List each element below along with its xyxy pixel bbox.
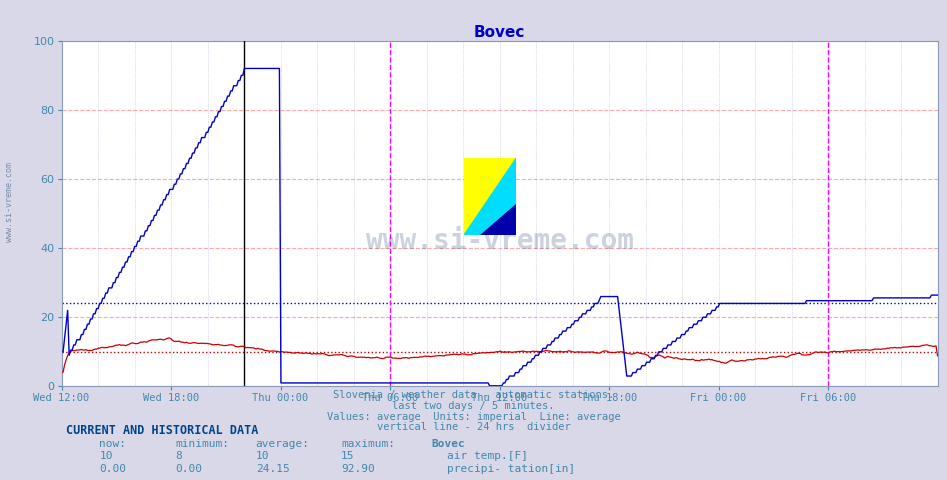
Text: minimum:: minimum: bbox=[175, 439, 229, 449]
Text: www.si-vreme.com: www.si-vreme.com bbox=[366, 227, 634, 255]
Text: vertical line - 24 hrs  divider: vertical line - 24 hrs divider bbox=[377, 422, 570, 432]
Text: air temp.[F]: air temp.[F] bbox=[447, 451, 528, 461]
Text: CURRENT AND HISTORICAL DATA: CURRENT AND HISTORICAL DATA bbox=[66, 424, 259, 437]
Text: Bovec: Bovec bbox=[431, 439, 465, 449]
Text: 10: 10 bbox=[99, 451, 113, 461]
Text: Values: average  Units: imperial  Line: average: Values: average Units: imperial Line: av… bbox=[327, 411, 620, 421]
Text: 24.15: 24.15 bbox=[256, 464, 290, 474]
Text: 15: 15 bbox=[341, 451, 354, 461]
Text: 10: 10 bbox=[256, 451, 269, 461]
Text: precipi- tation[in]: precipi- tation[in] bbox=[447, 464, 575, 474]
Text: average:: average: bbox=[256, 439, 310, 449]
Text: 8: 8 bbox=[175, 451, 182, 461]
Text: 0.00: 0.00 bbox=[175, 464, 203, 474]
Text: maximum:: maximum: bbox=[341, 439, 395, 449]
Text: 0.00: 0.00 bbox=[99, 464, 127, 474]
Text: last two days / 5 minutes.: last two days / 5 minutes. bbox=[392, 401, 555, 411]
Polygon shape bbox=[480, 204, 516, 235]
Polygon shape bbox=[464, 158, 516, 235]
Polygon shape bbox=[464, 158, 516, 235]
Text: now:: now: bbox=[99, 439, 127, 449]
Title: Bovec: Bovec bbox=[474, 24, 526, 40]
Text: 92.90: 92.90 bbox=[341, 464, 375, 474]
Text: www.si-vreme.com: www.si-vreme.com bbox=[5, 162, 14, 241]
Text: Slovenia / weather data - automatic stations.: Slovenia / weather data - automatic stat… bbox=[333, 390, 614, 400]
